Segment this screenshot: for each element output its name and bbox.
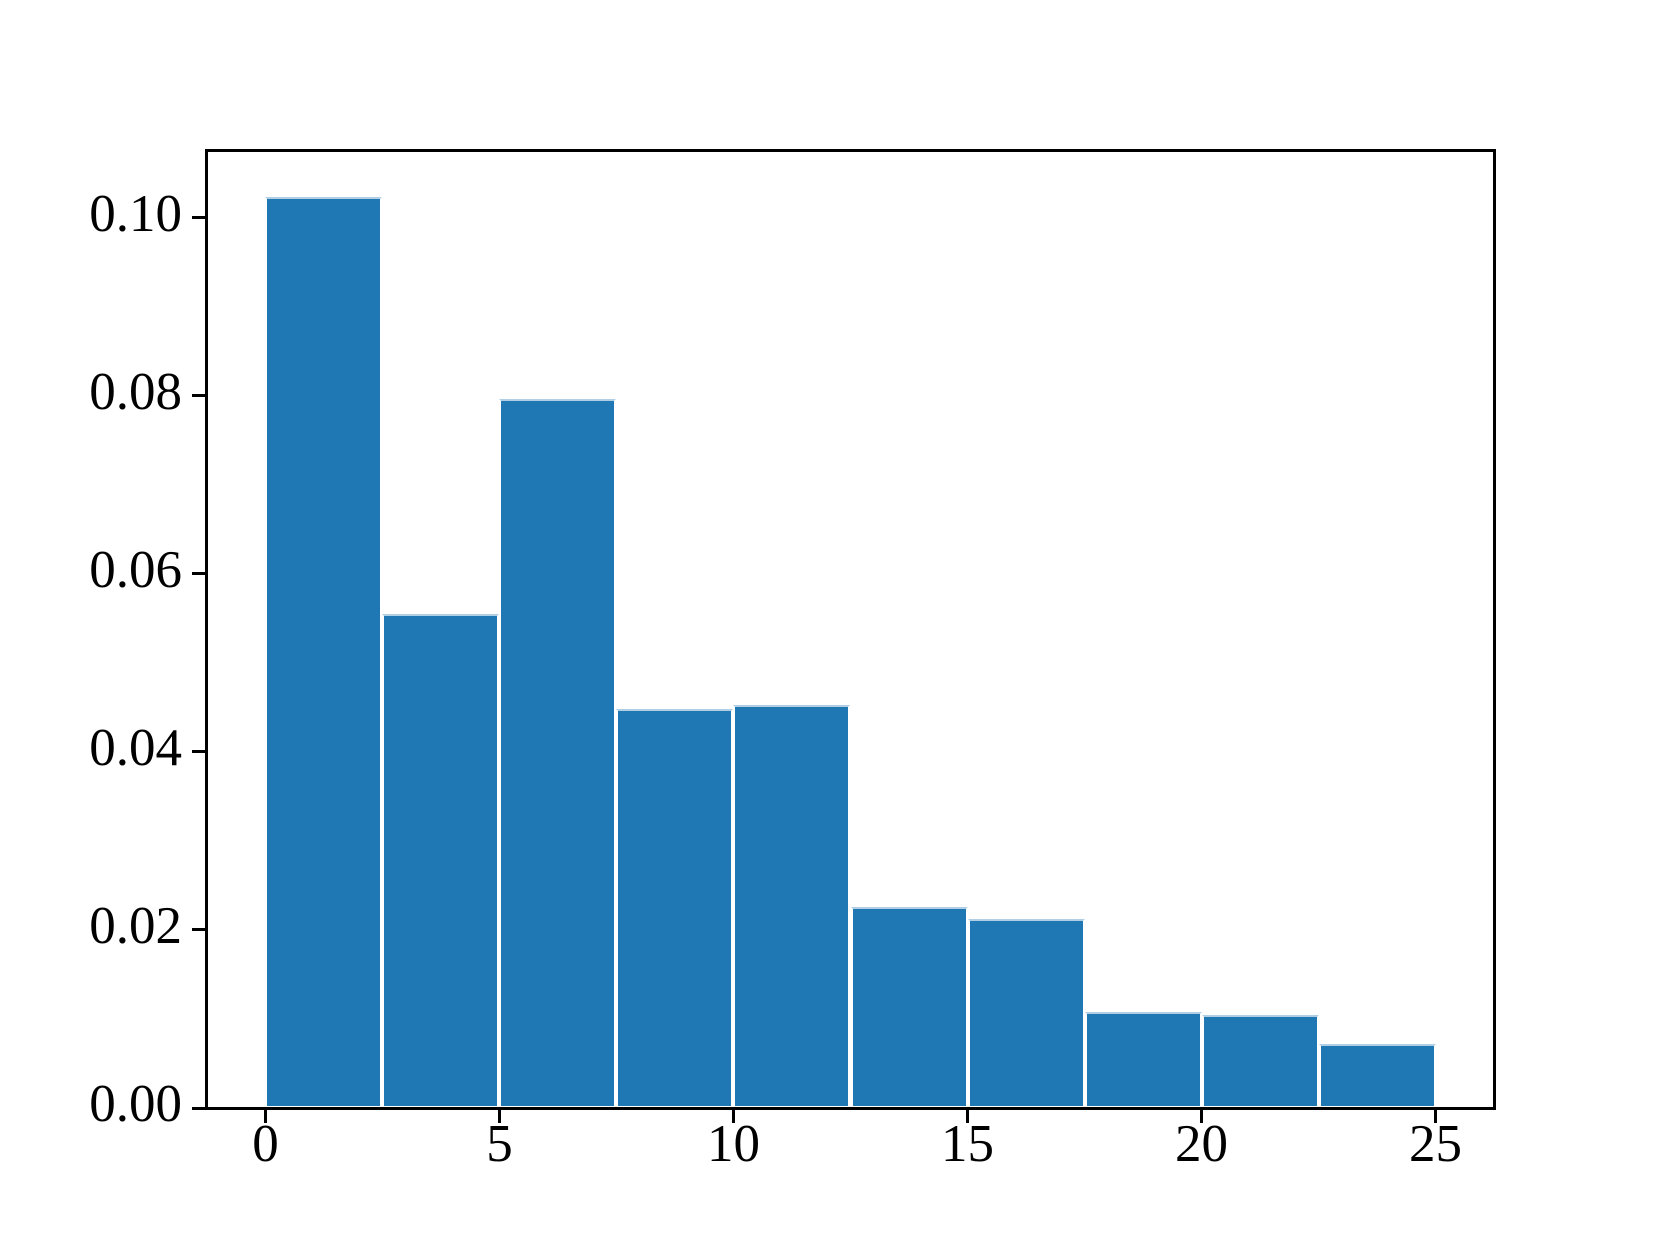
histogram-bar — [1084, 1011, 1202, 1107]
histogram-bar — [967, 919, 1085, 1107]
histogram-bar — [733, 704, 851, 1107]
x-tick-label: 25 — [1409, 1115, 1463, 1173]
y-tick-label: 0.08 — [89, 362, 182, 421]
x-tick-mark — [1200, 1109, 1204, 1123]
y-tick-label: 0.10 — [89, 184, 182, 243]
x-tick-label: 15 — [941, 1115, 994, 1173]
plot-area — [205, 148, 1496, 1110]
x-tick-mark — [497, 1109, 501, 1123]
y-tick-mark — [192, 1106, 205, 1110]
histogram-bar — [382, 613, 500, 1107]
x-tick-mark — [731, 1109, 735, 1123]
y-tick-mark — [192, 750, 205, 754]
x-tick-mark — [263, 1109, 267, 1123]
y-tick-mark — [192, 572, 205, 576]
y-tick-label: 0.06 — [89, 540, 182, 599]
y-tick-mark — [192, 928, 205, 932]
histogram-bar — [265, 197, 383, 1107]
y-tick-mark — [192, 216, 205, 220]
x-tick-mark — [966, 1109, 969, 1123]
y-tick-label: 0.04 — [89, 718, 182, 777]
y-tick-label: 0.02 — [89, 896, 182, 955]
x-tick-label: 20 — [1175, 1115, 1229, 1173]
histogram-bar — [616, 709, 734, 1107]
x-tick-label: 5 — [486, 1115, 513, 1173]
histogram-bar — [1201, 1014, 1319, 1107]
x-tick-mark — [1434, 1109, 1438, 1123]
histogram-bar — [1318, 1043, 1436, 1107]
x-tick-label: 0 — [252, 1115, 279, 1173]
y-tick-mark — [192, 394, 205, 398]
histogram-bar — [850, 906, 968, 1107]
histogram-bar — [499, 399, 617, 1107]
y-tick-label: 0.00 — [89, 1075, 182, 1133]
x-tick-label: 10 — [706, 1115, 760, 1173]
